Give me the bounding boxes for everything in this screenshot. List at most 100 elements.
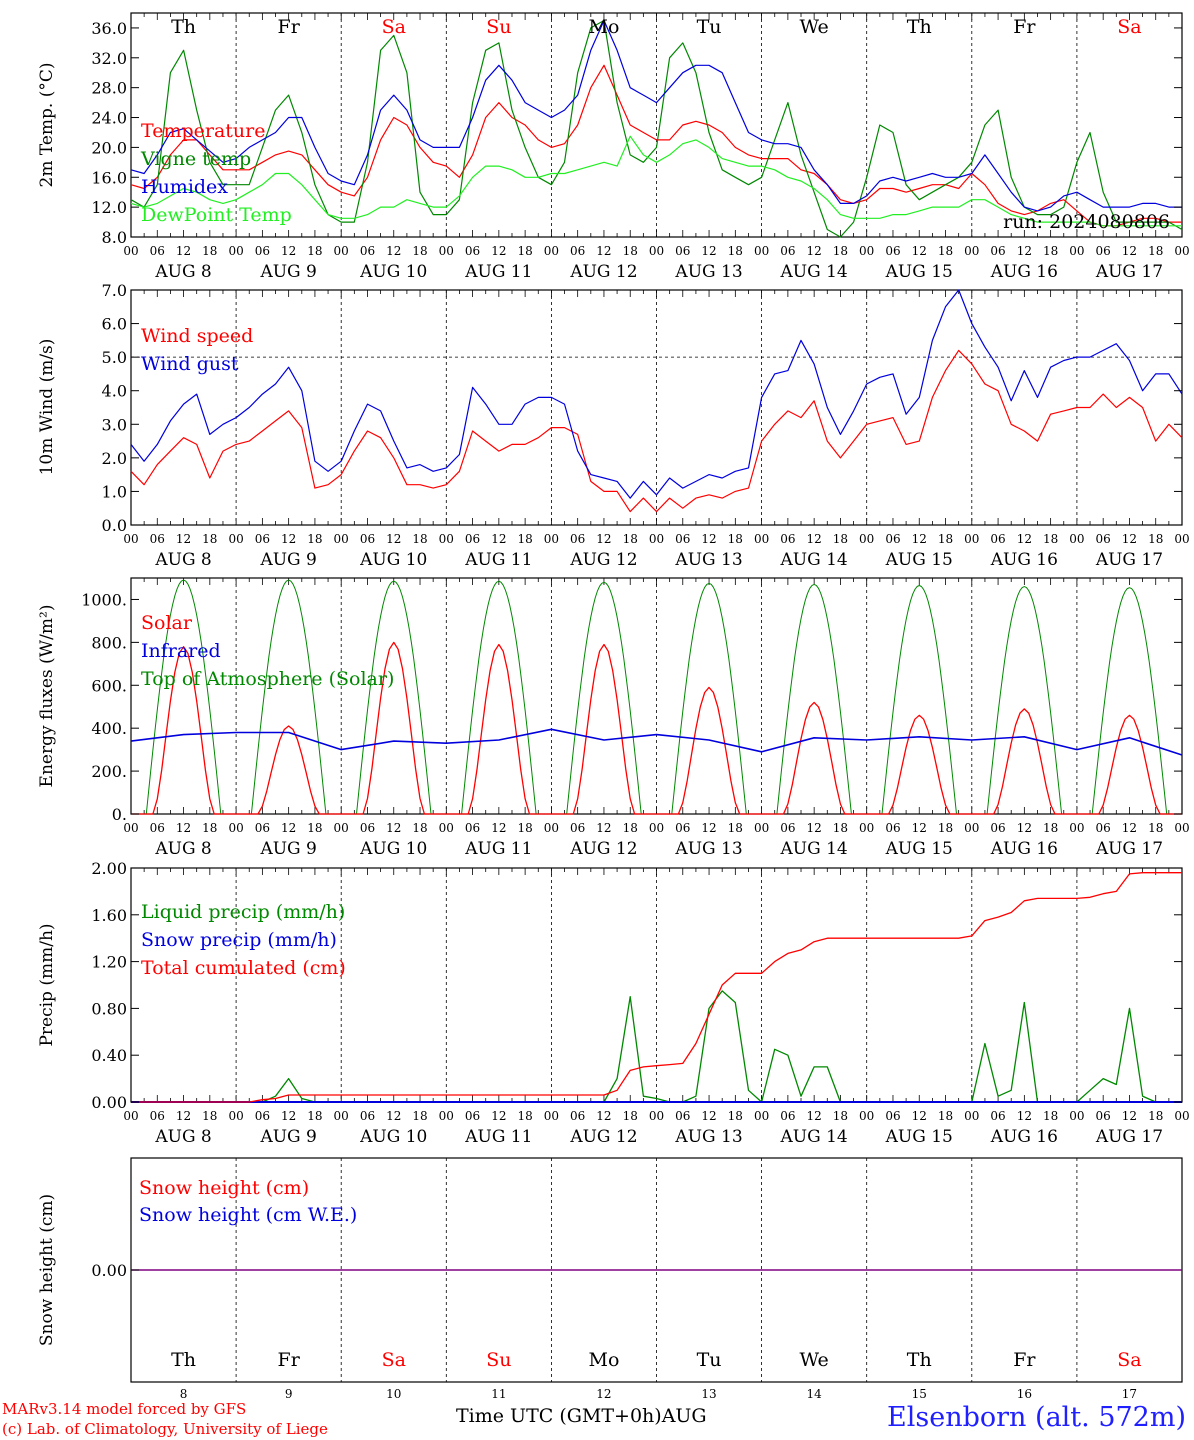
hour-tick-label: 06 (885, 532, 900, 546)
legend-wind-gust: Wind gust (141, 353, 239, 375)
panel-3: Energy fluxes (W/m²) 0. 200. 400. 600. 800. 10… (37, 577, 1183, 824)
hour-tick-label: 00 (859, 532, 874, 546)
hour-tick-label: 06 (1096, 532, 1111, 546)
y-tick-label: 8.0 (102, 228, 127, 247)
hour-tick-label: 06 (255, 821, 270, 835)
date-label: AUG 14 (780, 262, 848, 282)
series-total-cumulated-cm- (131, 872, 1182, 1103)
hour-tick-label: 06 (675, 1109, 690, 1123)
series-humidex (130, 19, 1182, 212)
hour-tick-label: 12 (912, 1109, 927, 1123)
hour-tick-label: 18 (1043, 244, 1058, 258)
day-name: Fr (1013, 1349, 1036, 1371)
day-number: 16 (1017, 1387, 1032, 1401)
hour-tick-label: 00 (649, 1109, 664, 1123)
hour-tick-label: 00 (228, 532, 243, 546)
day-name: Th (171, 16, 196, 38)
date-label: AUG 14 (780, 550, 848, 570)
hour-tick-label: 12 (912, 532, 927, 546)
hour-tick-label: 06 (465, 244, 480, 258)
date-label: AUG 16 (990, 550, 1058, 570)
hour-tick-label: 12 (281, 244, 296, 258)
legend-dewpoint-temp: DewPoint Temp (141, 204, 292, 226)
date-label: AUG 15 (885, 550, 953, 570)
hour-tick-label: 18 (307, 821, 322, 835)
hour-tick-label: 06 (465, 1109, 480, 1123)
y-tick-label: 400. (91, 719, 127, 738)
day-name: Sa (1117, 1349, 1141, 1371)
hour-tick-label: 18 (728, 1109, 743, 1123)
hour-tick-label: 12 (807, 1109, 822, 1123)
hour-tick-label: 18 (202, 821, 217, 835)
day-name: Su (486, 16, 511, 38)
legend-humidex: Humidex (141, 176, 228, 198)
hour-tick-label: 18 (202, 1109, 217, 1123)
hour-tick-label: 12 (386, 532, 401, 546)
hour-tick-label: 06 (150, 532, 165, 546)
hour-tick-label: 00 (123, 244, 138, 258)
legend-snow-height-cm-w-e: Snow height (cm W.E.) (139, 1204, 357, 1226)
hour-tick-label: 00 (859, 821, 874, 835)
date-label: AUG 15 (885, 1127, 953, 1147)
hour-tick-label: 12 (1017, 1109, 1032, 1123)
date-label: AUG 13 (674, 550, 742, 570)
date-label: AUG 15 (885, 839, 953, 859)
hour-tick-label: 00 (1069, 532, 1084, 546)
legend-top-of-atmosphere-solar: Top of Atmosphere (Solar) (141, 668, 394, 690)
hour-tick-label: 12 (701, 532, 716, 546)
series-vigne-temp (130, 19, 1183, 238)
legend-snow-precip-mm-h: Snow precip (mm/h) (141, 929, 337, 951)
hour-tick-label: 00 (439, 1109, 454, 1123)
y-tick-label: 12.0 (91, 198, 127, 217)
day-name: Tu (697, 1349, 722, 1371)
series-temperature (130, 64, 1182, 227)
run-annotation: run: 2024080806 (1003, 211, 1170, 233)
hour-tick-label: 06 (990, 532, 1005, 546)
hour-tick-label: 12 (1122, 244, 1137, 258)
date-label: AUG 10 (359, 262, 427, 282)
time-axis-label: Time UTC (GMT+0h)AUG (456, 1405, 707, 1427)
snow-axis-label: Snow height (cm) (37, 1194, 57, 1346)
date-label: AUG 14 (780, 1127, 848, 1147)
hour-tick-label: 18 (938, 244, 953, 258)
time-axis-text: Time UTC (GMT+0h) (456, 1405, 662, 1427)
hour-tick-label: 00 (1069, 821, 1084, 835)
date-label: AUG 12 (569, 262, 637, 282)
hour-tick-label: 12 (281, 532, 296, 546)
y-tick-label: 800. (91, 633, 127, 652)
day-number: 13 (701, 1387, 716, 1401)
station-name: Elsenborn (alt. 572m) (887, 1402, 1186, 1433)
y-tick-label: 6.0 (102, 315, 127, 334)
hour-tick-label: 12 (1017, 244, 1032, 258)
y-tick-label: 5.0 (102, 348, 127, 367)
series-infrared (130, 728, 1183, 756)
hour-tick-label: 18 (938, 532, 953, 546)
y-tick-label: 1.60 (91, 906, 127, 925)
hour-tick-label: 00 (123, 532, 138, 546)
hour-tick-label: 12 (491, 1109, 506, 1123)
y-tick-label: 7.0 (102, 281, 127, 300)
hour-tick-label: 12 (596, 821, 611, 835)
date-label: AUG 12 (569, 550, 637, 570)
hour-tick-label: 18 (1043, 1109, 1058, 1123)
date-label: AUG 8 (154, 262, 211, 282)
day-name: Th (907, 16, 932, 38)
hour-tick-label: 00 (439, 821, 454, 835)
y-tick-label: 0.80 (91, 999, 127, 1018)
hour-tick-label: 18 (623, 1109, 638, 1123)
day-number: 15 (912, 1387, 927, 1401)
hour-tick-label: 18 (1043, 532, 1058, 546)
hour-tick-label: 12 (1017, 532, 1032, 546)
hour-tick-label: 06 (255, 244, 270, 258)
hour-tick-label: 06 (150, 1109, 165, 1123)
hour-tick-label: 18 (1043, 821, 1058, 835)
date-label: AUG 9 (259, 262, 316, 282)
hour-tick-label: 00 (649, 821, 664, 835)
date-label: AUG 13 (674, 262, 742, 282)
hour-tick-label: 06 (570, 821, 585, 835)
y-tick-label: 0.0 (102, 516, 127, 535)
hour-tick-label: 18 (307, 244, 322, 258)
hour-tick-label: 00 (544, 821, 559, 835)
hour-tick-label: 12 (176, 821, 191, 835)
hour-tick-label: 00 (964, 1109, 979, 1123)
